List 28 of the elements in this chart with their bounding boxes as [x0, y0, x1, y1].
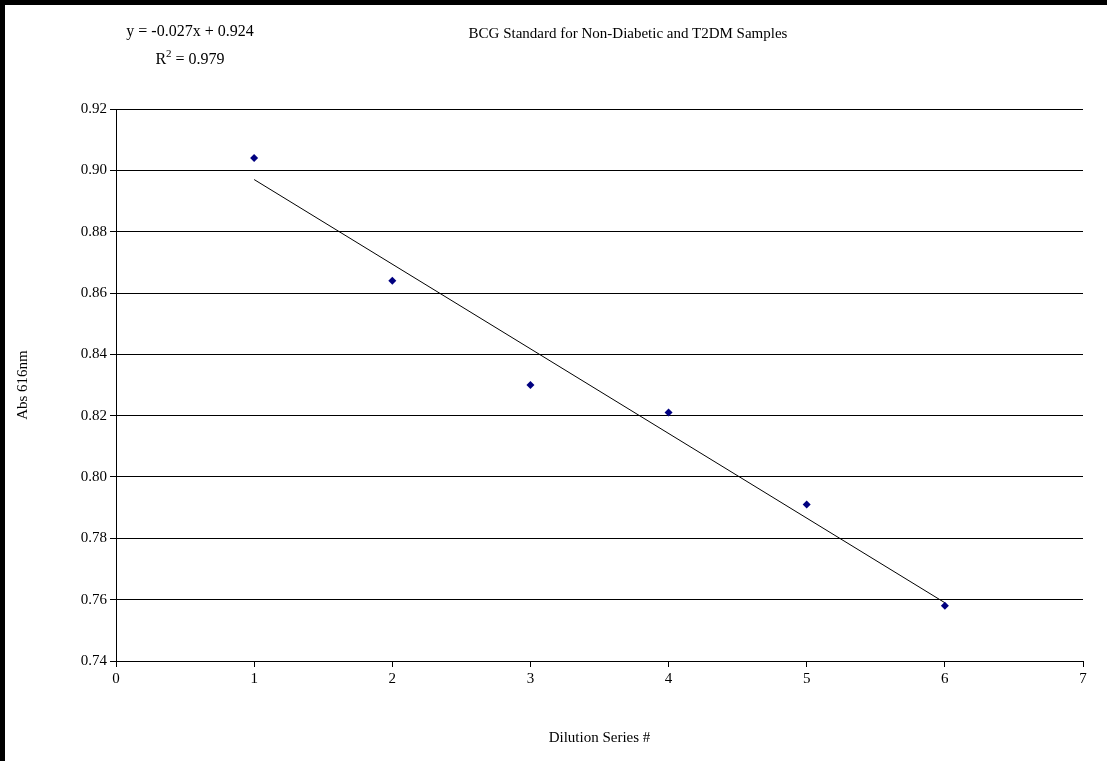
- point: [526, 381, 535, 389]
- x-axis-title: Dilution Series #: [548, 728, 651, 745]
- text: y = -0.027x + 0.924: [126, 22, 254, 40]
- y-tick-label: 0.90: [80, 161, 107, 178]
- x-tick-label: 0: [112, 669, 120, 686]
- y-tick-label: 0.78: [80, 529, 107, 546]
- y-tick-label: 0.80: [80, 467, 107, 484]
- x-tick-label: 6: [941, 669, 950, 686]
- y-tick-label: 0.74: [80, 651, 108, 668]
- y-tick-label: 0.84: [80, 345, 108, 362]
- x-tick-label: 1: [250, 669, 258, 686]
- x-tick-label: 3: [526, 669, 535, 686]
- point: [802, 500, 811, 509]
- point: [388, 276, 397, 285]
- x-tick-label: 7: [1079, 669, 1088, 686]
- y-axis-title: Abs 616nm: [13, 349, 30, 420]
- x-tick-label: 2: [388, 669, 397, 686]
- y-tick-label: 0.88: [80, 222, 107, 239]
- point: [664, 408, 673, 417]
- y-tick-label: 0.86: [80, 283, 108, 300]
- x-tick-label: 4: [664, 669, 673, 686]
- y-tick-label: 0.92: [80, 99, 107, 116]
- point: [940, 601, 949, 610]
- point: [250, 154, 259, 163]
- x-tick-label: 5: [802, 669, 811, 686]
- y-tick-label: 0.76: [80, 590, 108, 607]
- y-tick-label: 0.82: [80, 406, 107, 423]
- chart-title: BCG Standard for Non-Diabetic and T2DM Samples: [468, 25, 788, 41]
